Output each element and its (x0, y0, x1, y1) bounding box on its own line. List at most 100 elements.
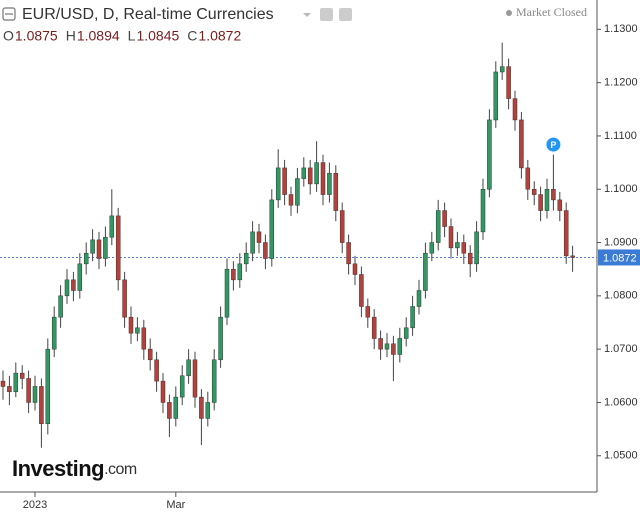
logo-suffix: .com (104, 461, 137, 478)
candle-body (186, 359, 191, 377)
candle-body (435, 210, 441, 243)
candle-body (352, 263, 358, 275)
candle-body (301, 167, 307, 179)
candle-body (442, 210, 447, 227)
x-tick-label: Mar (166, 499, 185, 511)
candle-body (122, 279, 127, 318)
candle-body (519, 119, 524, 169)
candle-body (333, 172, 339, 211)
candle-body (58, 295, 63, 318)
y-tick-label: 1.1300 (604, 23, 638, 35)
candle-body (314, 162, 319, 185)
candle-body (45, 348, 51, 425)
candle-body (32, 386, 38, 403)
candle-body (19, 372, 25, 379)
chart-title: EUR/USD, D, Real-time Currencies (22, 6, 274, 23)
candle-body (7, 386, 12, 393)
settings-icon[interactable] (339, 8, 352, 21)
candle-body (51, 316, 57, 350)
candle-body (487, 119, 492, 190)
candle-body (423, 252, 428, 291)
candle-body (525, 167, 531, 190)
candle-body (467, 252, 473, 265)
candle-body (115, 215, 121, 281)
candle-body (493, 71, 499, 121)
candle-body (359, 274, 364, 307)
candle-body (448, 226, 454, 249)
status-dot (506, 10, 512, 16)
y-tick-label: 1.1000 (604, 183, 638, 195)
candle-body (384, 343, 390, 350)
candle-body (295, 178, 300, 206)
candle-body (346, 242, 351, 265)
candle-body (141, 327, 147, 350)
candle-body (282, 167, 287, 195)
y-tick-label: 1.0500 (604, 450, 638, 462)
ohlc-label: H (66, 28, 76, 44)
ohlc-label: L (128, 28, 136, 44)
candle-body (288, 194, 294, 206)
candle-body (154, 359, 159, 382)
candle-body (416, 290, 422, 307)
event-marker-label: P (550, 140, 556, 150)
candle-body (96, 239, 102, 259)
candle-body (531, 188, 537, 195)
y-tick-label: 1.0700 (604, 343, 638, 355)
candle-body (205, 402, 211, 419)
candle-body (570, 255, 575, 258)
menu-icon[interactable] (2, 7, 16, 21)
candle-body (147, 348, 153, 361)
candle-body (506, 66, 511, 99)
market-status: Market Closed (516, 5, 587, 19)
price-tag (598, 249, 640, 266)
price-tag-label: 1.0872 (603, 252, 637, 264)
candle-body (224, 268, 230, 318)
candle-body (397, 338, 403, 355)
ohlc-label: C (187, 28, 197, 44)
candle-body (231, 268, 236, 281)
candle-body (544, 188, 550, 211)
dropdown-caret[interactable] (303, 13, 311, 17)
ohlc-value: 1.0894 (77, 28, 120, 44)
ohlc-value: 1.0875 (15, 28, 58, 44)
x-tick-label: 2023 (23, 499, 47, 511)
candle-body (0, 380, 6, 387)
candle-body (269, 199, 275, 259)
candle-body (474, 231, 479, 265)
candle-body (83, 252, 89, 265)
ohlc-header: O 1.0875 H 1.0894 L 1.0845 C 1.0872 (3, 28, 241, 44)
candle-body (365, 306, 371, 318)
candle-body (211, 359, 217, 403)
candle-body (167, 402, 172, 419)
candle-body (339, 210, 345, 243)
candle-body (135, 327, 140, 334)
candle-body (371, 316, 377, 339)
ohlc-value: 1.0845 (136, 28, 179, 44)
candle-body (327, 172, 332, 195)
candle-body (499, 66, 505, 73)
candle-body (256, 231, 262, 243)
event-marker (546, 137, 561, 152)
candle-body (39, 386, 44, 425)
candle-body (26, 378, 31, 403)
settings-icon[interactable] (320, 8, 333, 21)
y-tick-label: 1.0800 (604, 290, 638, 302)
candle-body (237, 263, 243, 281)
candle-body (218, 316, 223, 361)
candle-body (391, 343, 396, 355)
y-tick-label: 1.1200 (604, 77, 638, 89)
candle-body (275, 167, 281, 201)
logo: Investing.com (12, 456, 137, 481)
candle-body (77, 263, 83, 291)
candle-body (410, 306, 415, 329)
candle-body (263, 242, 268, 259)
logo-main: Investing (12, 456, 104, 481)
candle-body (512, 98, 518, 121)
candle-body (429, 242, 435, 254)
ohlc-value: 1.0872 (198, 28, 241, 44)
candle-body (480, 188, 486, 233)
candle-body (307, 167, 313, 185)
y-tick-label: 1.0900 (604, 236, 638, 248)
candle-body (320, 162, 326, 195)
